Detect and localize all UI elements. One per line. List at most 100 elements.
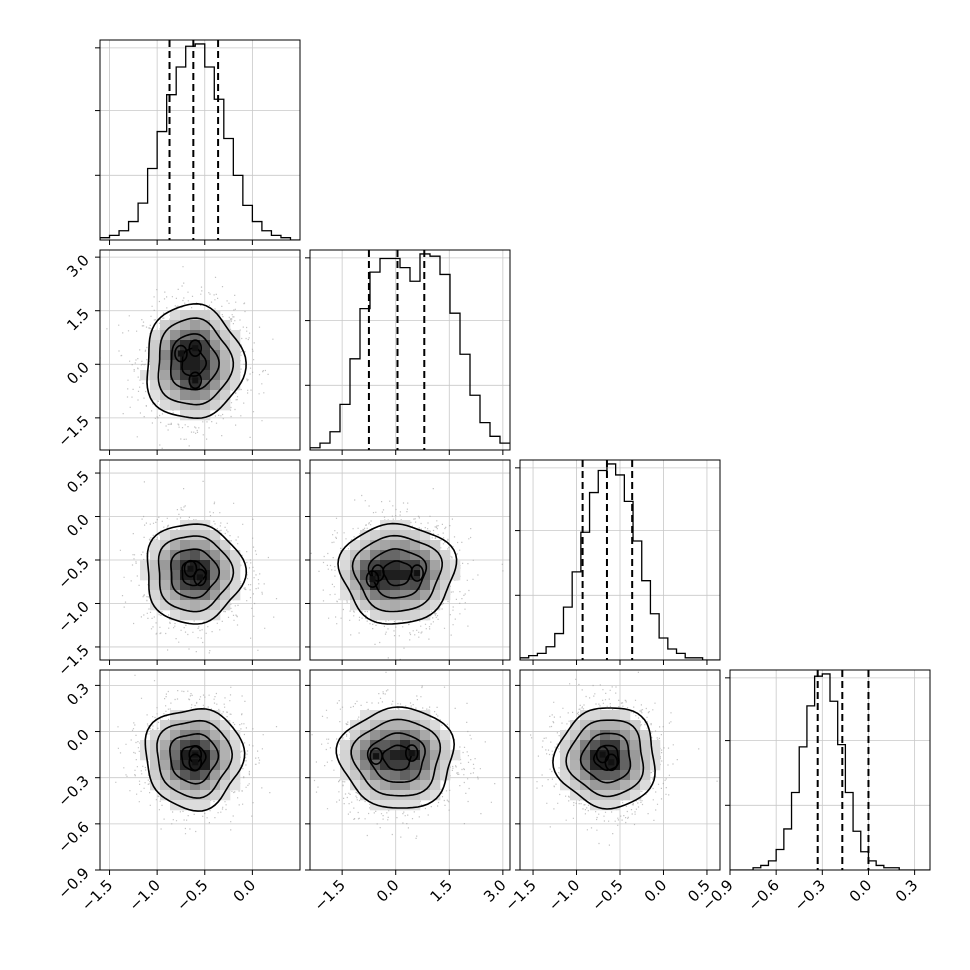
density-cell	[230, 580, 241, 591]
density-cell	[350, 600, 361, 611]
density-cell	[370, 740, 381, 751]
mode-contour-1	[410, 564, 424, 582]
density-cell	[380, 710, 391, 721]
density-cell	[410, 750, 421, 761]
density-cell	[170, 340, 181, 351]
density-cell	[400, 760, 411, 771]
density-cell	[380, 800, 391, 811]
density-cell	[220, 350, 231, 361]
density-cell	[200, 340, 211, 351]
panel-frame	[309, 249, 511, 451]
x-tick-label: −0.3	[791, 876, 829, 914]
density-cell	[440, 550, 451, 561]
mode-peak-1	[192, 345, 199, 352]
density-cell	[580, 710, 591, 721]
density-cell	[200, 580, 211, 591]
density-cell	[180, 390, 191, 401]
density-cell	[220, 590, 231, 601]
density-cell	[190, 330, 201, 341]
density-cell	[400, 710, 411, 721]
density-cell	[140, 370, 151, 381]
scatter-panel-1-0: −1.5 0.0 1.5 3.0	[54, 249, 301, 455]
density-cell	[160, 720, 171, 731]
density-cell	[200, 530, 211, 541]
density-cell	[360, 530, 371, 541]
density-cell	[400, 550, 411, 561]
density-cell	[390, 540, 401, 551]
density-cell	[600, 790, 611, 801]
density-cell	[170, 800, 181, 811]
density-cell	[180, 570, 191, 581]
density-cell	[210, 340, 221, 351]
density-cell	[370, 590, 381, 601]
density-cell	[650, 750, 661, 761]
density-cell	[570, 730, 581, 741]
density-cell	[420, 760, 431, 771]
mode-peak-2	[369, 576, 376, 583]
density-cell	[170, 600, 181, 611]
density-cell	[340, 770, 351, 781]
density-cell	[190, 780, 201, 791]
density-cell	[390, 550, 401, 561]
density-cell	[440, 770, 451, 781]
density-cell	[350, 780, 361, 791]
density-cell	[350, 590, 361, 601]
density-cell	[360, 550, 371, 561]
density-cell	[570, 760, 581, 771]
density-cell	[170, 580, 181, 591]
density-cell	[150, 380, 161, 391]
density-cell	[560, 740, 571, 751]
density-cell	[380, 610, 391, 621]
density-cell	[170, 390, 181, 401]
density-cell	[390, 800, 401, 811]
density-cell	[620, 760, 631, 771]
density-cell	[360, 720, 371, 731]
x-tick-label: 0.0	[230, 876, 260, 906]
density-cell	[400, 780, 411, 791]
density-cell	[140, 570, 151, 581]
density-cell	[380, 760, 391, 771]
density-cell	[230, 560, 241, 571]
density-cell	[180, 320, 191, 331]
density-cell	[370, 600, 381, 611]
density-cell	[150, 580, 161, 591]
density-cell	[170, 770, 181, 781]
density-cell	[600, 780, 611, 791]
density-cell	[170, 320, 181, 331]
density-cell	[170, 400, 181, 411]
density-cell	[420, 780, 431, 791]
density-cell	[160, 350, 171, 361]
density-cell	[610, 760, 621, 771]
density-cell	[420, 740, 431, 751]
density-cell	[230, 340, 241, 351]
density-cell	[610, 740, 621, 751]
density-cell	[150, 770, 161, 781]
density-cell	[200, 390, 211, 401]
density-cell	[160, 580, 171, 591]
density-cell	[200, 560, 211, 571]
contour-level-1	[157, 317, 235, 406]
density-cell	[210, 350, 221, 361]
density-cell	[180, 800, 191, 811]
density-cell	[180, 550, 191, 561]
density-cell	[170, 310, 181, 321]
x-tick-label: −1.5	[501, 876, 539, 914]
density-cell	[180, 540, 191, 551]
density-cell	[430, 750, 441, 761]
density-cell	[440, 760, 451, 771]
density-cell	[180, 780, 191, 791]
density-cell	[340, 560, 351, 571]
density-cell	[160, 570, 171, 581]
density-cell	[580, 750, 591, 761]
density-cell	[560, 760, 571, 771]
density-cell	[430, 540, 441, 551]
y-tick-label: −1.5	[54, 641, 92, 679]
density-cell	[230, 570, 241, 581]
density-cell	[360, 560, 371, 571]
histogram-panel-3: −0.9 −0.6 −0.3 0.0 0.3	[698, 669, 931, 915]
density-cell	[170, 530, 181, 541]
density-cell	[380, 560, 391, 571]
density-cell	[160, 590, 171, 601]
density-cell	[620, 790, 631, 801]
density-cell	[420, 550, 431, 561]
